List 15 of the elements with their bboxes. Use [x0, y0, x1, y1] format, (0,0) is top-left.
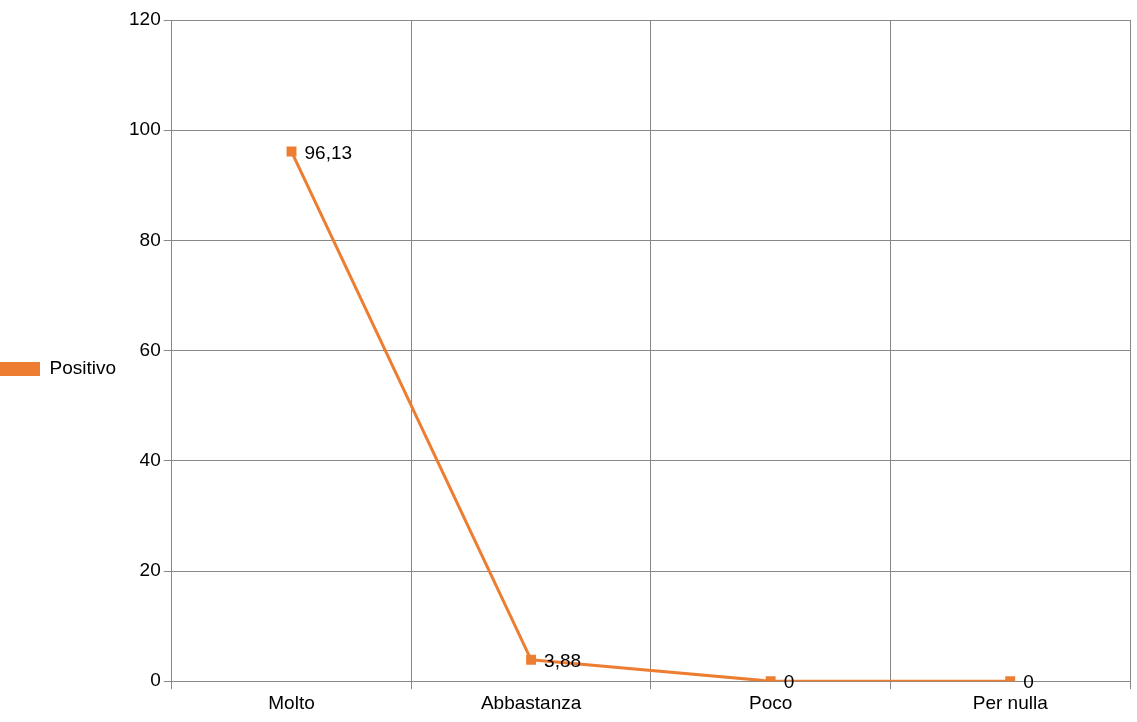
- x-tick-label: Poco: [748, 691, 793, 713]
- data-label: 0: [1023, 671, 1034, 693]
- y-tick-label: 80: [139, 228, 161, 250]
- point: [526, 654, 537, 665]
- x-tick-label: Molto: [268, 691, 315, 713]
- y-tick-label: 120: [129, 8, 161, 30]
- x-tick-label: Per nulla: [972, 691, 1049, 713]
- legend-label: Positivo: [49, 357, 117, 379]
- x-tick-label: Abbastanza: [480, 691, 582, 713]
- y-tick-label: 60: [139, 338, 161, 360]
- y-tick-label: 0: [150, 669, 161, 691]
- y-tick-label: 100: [129, 118, 161, 140]
- y-tick-label: 40: [139, 449, 161, 471]
- y-tick-label: 20: [139, 559, 161, 581]
- data-label: 96,13: [304, 141, 353, 163]
